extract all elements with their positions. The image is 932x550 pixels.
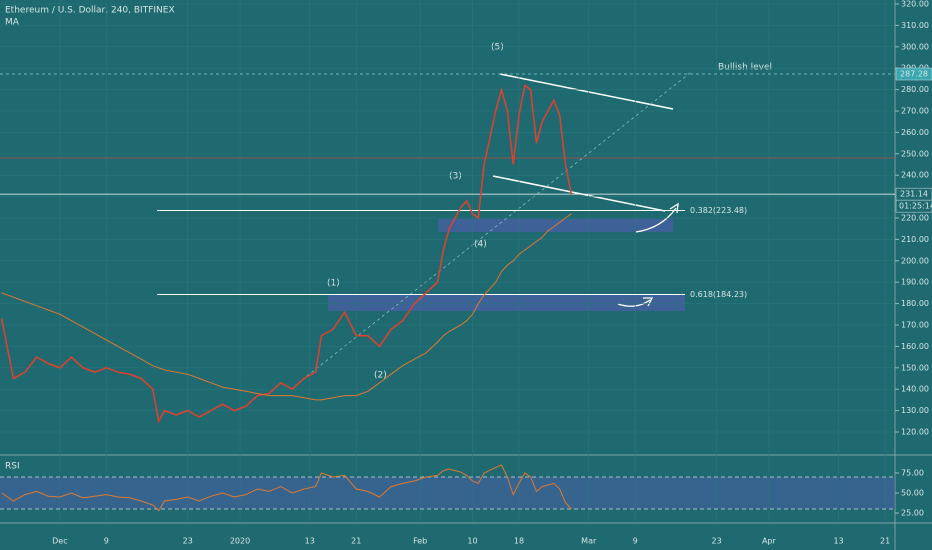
trendline [492,175,666,212]
fib-label: 0.382(223.48) [690,206,747,215]
indicator-label: MA [5,18,20,28]
ma-line [1,213,572,401]
trend-projection [301,72,691,381]
zone [328,295,685,311]
x-tick-label: Mar [581,537,597,546]
wave-label: (1) [327,279,340,289]
rsi-band [0,477,895,509]
y-tick-label: 220.00 [901,213,929,222]
y-tick-label: 310.00 [901,21,929,30]
x-tick-label: Feb [413,537,427,546]
x-tick-label: 13 [305,537,315,546]
y-tick-label: 300.00 [901,42,929,51]
arrow [635,202,679,233]
y-tick-label: 120.00 [901,427,929,436]
price-tag [895,67,932,81]
y-tick-label: 130.00 [901,406,929,415]
x-tick-label: 23 [183,537,193,546]
x-tick-label: 23 [711,537,721,546]
x-tick-label: 21 [351,537,361,546]
wave-label: (5) [491,43,504,53]
wave-label: (3) [449,172,462,182]
fib-label: 0.618(184.23) [690,290,747,299]
rsi-tick-label: 75.00 [901,469,924,478]
x-tick-label: Dec [52,537,67,546]
x-tick-label: 18 [514,537,524,546]
y-tick-label: 240.00 [901,171,929,180]
x-tick-label: 13 [834,537,844,546]
y-tick-label: 150.00 [901,363,929,372]
rsi-tick-label: 50.00 [901,489,924,498]
y-tick-label: 260.00 [901,128,929,137]
x-tick-label: 10 [467,537,477,546]
annotation: Bullish level [718,63,772,73]
x-tick-label: 21 [880,537,890,546]
countdown: 01:25:14 [899,202,932,211]
rsi-tick-label: 25.00 [901,509,924,518]
y-tick-label: 200.00 [901,256,929,265]
wave-label: (2) [374,371,387,381]
chart-title: Ethereum / U.S. Dollar, 240, BITFINEX [5,6,175,16]
rsi-line [1,464,572,512]
rsi-label: RSI [5,462,20,472]
x-tick-label: Apr [762,537,777,546]
y-tick-label: 160.00 [901,342,929,351]
wave-label: (4) [474,240,487,250]
trendline [499,73,674,110]
countdown-tag [895,199,932,213]
y-tick-label: 320.00 [901,0,929,9]
y-tick-label: 280.00 [901,85,929,94]
x-tick-label: 9 [104,537,109,546]
price-tag-label: 287.28 [900,70,928,79]
y-tick-label: 210.00 [901,235,929,244]
price-tag-label: 231.14 [900,190,928,199]
y-tick-label: 250.00 [901,149,929,158]
y-tick-label: 140.00 [901,385,929,394]
x-tick-label: 2020 [230,537,250,546]
price-line-series [0,83,573,424]
x-tick-label: 9 [633,537,638,546]
y-tick-label: 170.00 [901,320,929,329]
y-tick-label: 270.00 [901,107,929,116]
y-tick-label: 190.00 [901,278,929,287]
y-tick-label: 180.00 [901,299,929,308]
